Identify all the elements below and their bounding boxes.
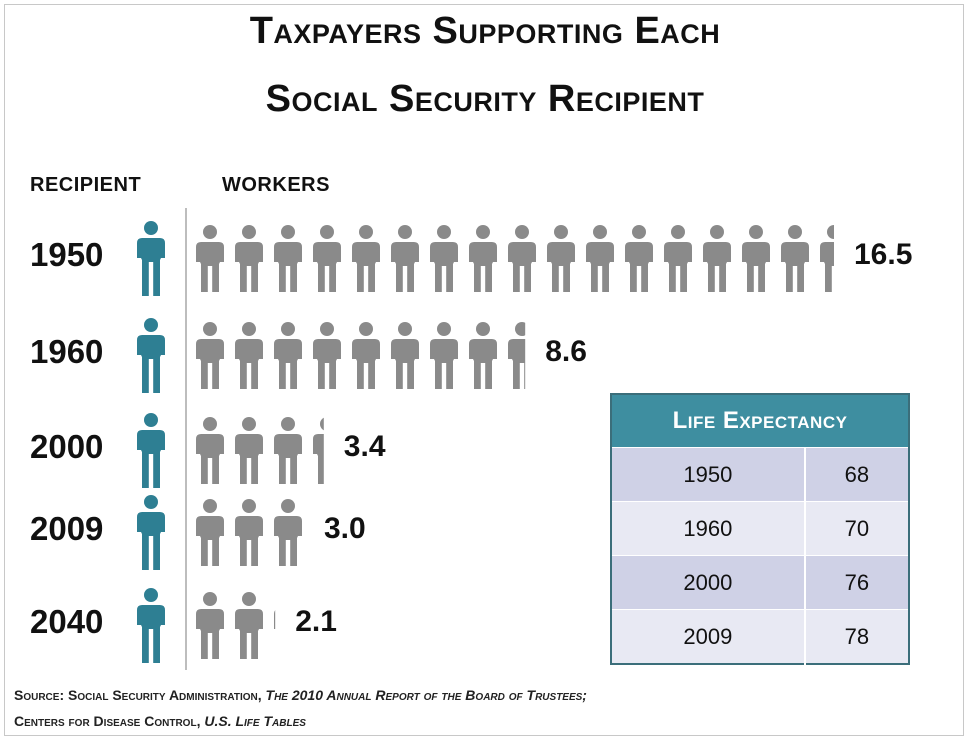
source-line-1-italic: The 2010 Annual Report of the Board of T… (265, 687, 587, 703)
worker-person-icon (430, 322, 458, 389)
table-cell-value: 78 (804, 609, 909, 664)
source-line-1-text: Source: Social Security Administration, (14, 687, 266, 703)
worker-person-icon (781, 225, 809, 292)
table-cell-value: 70 (804, 501, 909, 556)
value-label: 2.1 (295, 605, 337, 638)
worker-person-icon (235, 417, 263, 484)
worker-person-icon-partial (274, 610, 276, 629)
worker-person-icon (196, 499, 224, 566)
worker-person-icon (235, 499, 263, 566)
source-line-2-text: Centers for Disease Control, (14, 713, 205, 729)
chart-row-2009 (137, 495, 302, 570)
table-cell-year: 2009 (611, 609, 806, 664)
chart-title-line-2: Social Security Recipient (265, 78, 705, 120)
recipient-person-icon (137, 413, 165, 488)
table-row: 1950 68 (611, 447, 909, 502)
recipient-person-icon (137, 588, 165, 663)
recipient-person-icon (137, 495, 165, 570)
worker-person-icon (469, 225, 497, 292)
source-line-2-italic: U.S. Life Tables (204, 713, 306, 729)
worker-person-icon (352, 322, 380, 389)
worker-person-icon (235, 592, 263, 659)
worker-person-icon (274, 322, 302, 389)
worker-person-icon (235, 225, 263, 292)
recipient-person-icon (137, 221, 165, 296)
worker-person-icon (391, 322, 419, 389)
chart-row-1960 (137, 318, 526, 393)
worker-person-icon (703, 225, 731, 292)
value-label: 8.6 (545, 335, 587, 368)
worker-person-icon (742, 225, 770, 292)
column-divider (185, 208, 187, 670)
worker-person-icon (196, 225, 224, 292)
worker-person-icon (508, 225, 536, 292)
chart-row-1950 (137, 221, 834, 296)
table-cell-year: 1960 (611, 501, 806, 556)
value-label: 3.0 (324, 512, 366, 545)
worker-person-icon (196, 592, 224, 659)
table-cell-year: 2000 (611, 555, 806, 610)
chart-frame (4, 4, 964, 736)
worker-person-icon (664, 225, 692, 292)
category-label: 2040 (30, 603, 104, 640)
worker-person-icon (586, 225, 614, 292)
chart-title-line-1: Taxpayers Supporting Each (249, 10, 721, 52)
table-row: 1960 70 (611, 501, 909, 556)
table-cell-value: 76 (804, 555, 909, 610)
worker-person-icon (196, 417, 224, 484)
worker-person-icon (235, 322, 263, 389)
table-cell-value: 68 (804, 447, 909, 502)
worker-person-icon-partial (820, 225, 834, 292)
worker-person-icon (274, 417, 302, 484)
worker-person-icon-partial (508, 322, 526, 389)
worker-person-icon (469, 322, 497, 389)
value-label: 16.5 (854, 238, 913, 271)
worker-person-icon (547, 225, 575, 292)
workers-column-header: WORKERS (222, 174, 330, 196)
category-label: 1960 (30, 333, 104, 370)
worker-person-icon (625, 225, 653, 292)
chart-row-2000 (137, 413, 324, 488)
worker-person-icon (274, 499, 302, 566)
life-expectancy-header: Life Expectancy (611, 394, 909, 448)
worker-person-icon (430, 225, 458, 292)
recipient-person-icon (137, 318, 165, 393)
worker-person-icon-partial (313, 417, 324, 484)
category-label: 2000 (30, 428, 104, 465)
source-line-1: Source: Social Security Administration, … (14, 682, 954, 708)
source-line-2: Centers for Disease Control, U.S. Life T… (14, 708, 954, 734)
worker-person-icon (352, 225, 380, 292)
table-cell-year: 1950 (611, 447, 806, 502)
value-label: 3.4 (343, 430, 386, 463)
worker-person-icon (313, 225, 341, 292)
recipient-column-header: RECIPIENT (30, 174, 142, 196)
chart-row-2040 (137, 588, 276, 663)
worker-person-icon (196, 322, 224, 389)
source-note: Source: Social Security Administration, … (14, 682, 954, 734)
table-row: 2000 76 (611, 555, 909, 610)
table-row: 2009 78 (611, 609, 909, 664)
worker-person-icon (391, 225, 419, 292)
worker-person-icon (313, 322, 341, 389)
category-label: 1950 (30, 236, 104, 273)
life-expectancy-table: Life Expectancy 1950 68 1960 70 2000 76 … (610, 393, 910, 665)
category-label: 2009 (30, 510, 104, 547)
worker-person-icon (274, 225, 302, 292)
